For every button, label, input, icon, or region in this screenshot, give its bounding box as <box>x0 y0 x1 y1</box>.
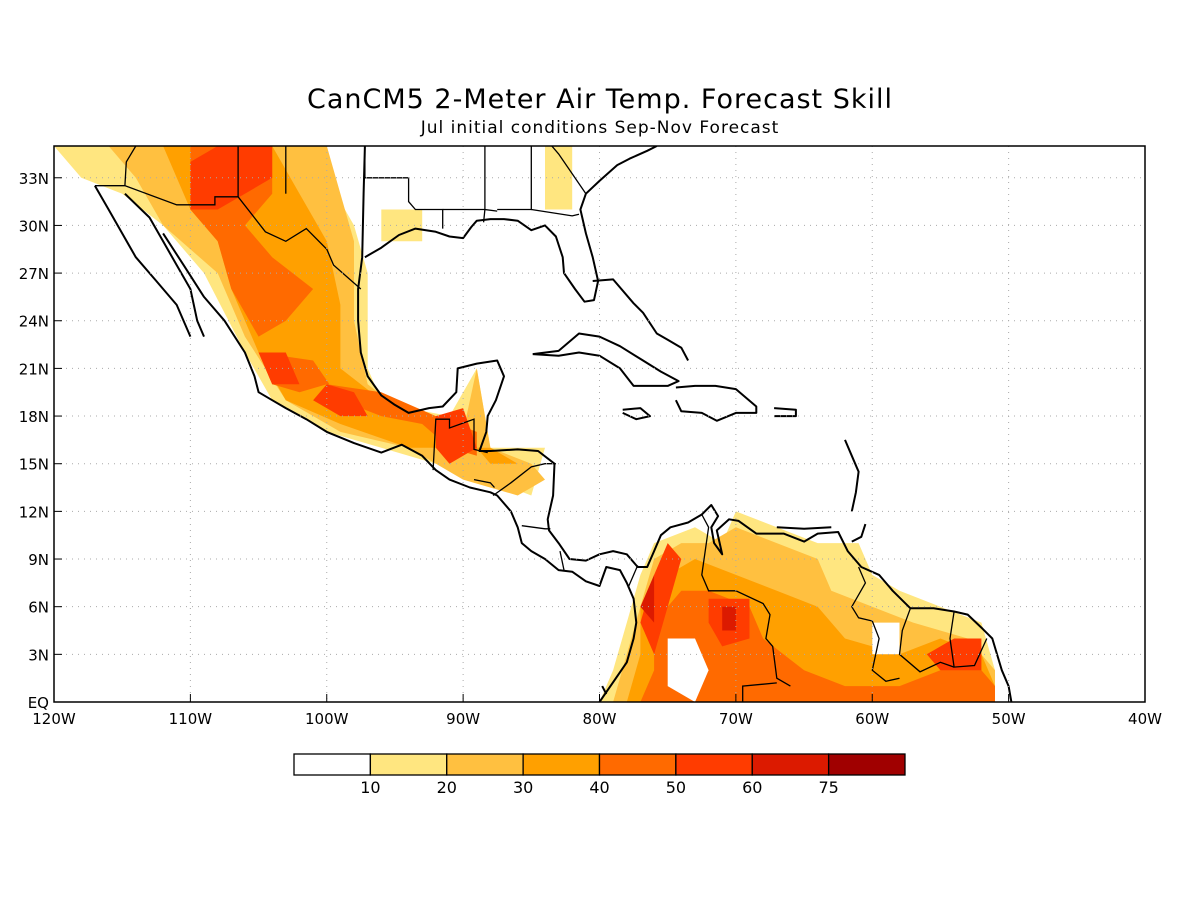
chart-title: CanCM5 2-Meter Air Temp. Forecast Skill <box>306 84 893 115</box>
coastline-3 <box>357 146 1013 702</box>
colorbar: 10 20 30 40 50 60 75 <box>293 753 906 797</box>
coastline-6 <box>675 384 758 422</box>
border-1 <box>432 418 488 471</box>
colorbar-label: 40 <box>589 778 609 797</box>
colorbar-box-4 <box>598 753 677 776</box>
lat-tick-label: 27N <box>19 265 49 283</box>
lat-tick-label: 30N <box>19 217 49 235</box>
coastline-0 <box>94 185 192 337</box>
colorbar-label: 50 <box>666 778 686 797</box>
lon-tick-label: 110W <box>169 710 213 728</box>
colorbar-box-0 <box>293 753 372 776</box>
skill-fill-layer <box>54 146 995 702</box>
border-0 <box>94 185 362 290</box>
lat-tick-label: 24N <box>19 313 49 331</box>
border-3 <box>492 463 556 497</box>
low-skill-area-0 <box>667 638 709 702</box>
lon-tick-label: 60W <box>855 710 889 728</box>
lon-tick-label: 80W <box>583 710 617 728</box>
colorbar-box-2 <box>446 753 524 776</box>
lon-tick-label: 40W <box>1128 710 1162 728</box>
border-5 <box>559 550 565 571</box>
chart-subtitle: Jul initial conditions Sep-Nov Forecast <box>420 118 780 138</box>
colorbar-label: 60 <box>742 778 762 797</box>
skill-region-15 <box>640 543 682 655</box>
border-15 <box>497 146 532 211</box>
border-6 <box>627 565 639 588</box>
lat-tick-label: 33N <box>19 170 49 188</box>
skill-region-1 <box>381 209 423 242</box>
lat-tick-label: 15N <box>19 456 49 474</box>
coastline-13 <box>592 278 689 361</box>
coastline-7 <box>622 407 651 421</box>
lat-tick-label: 18N <box>19 408 49 426</box>
border-10 <box>898 608 955 673</box>
skill-region-18 <box>640 574 655 623</box>
coastline-10 <box>776 526 832 530</box>
colorbar-label: 75 <box>818 778 838 797</box>
border-4 <box>521 525 551 530</box>
colorbar-box-1 <box>369 753 448 776</box>
lat-tick-label: 12N <box>19 503 49 521</box>
coastline-12 <box>601 685 608 695</box>
coastline-1 <box>124 192 205 337</box>
lat-tick-label: 3N <box>28 646 49 664</box>
colorbar-box-7 <box>827 753 906 776</box>
coastline-layer <box>94 146 1013 702</box>
low-skill-area-1 <box>872 622 900 655</box>
coastline-5 <box>532 332 680 387</box>
skill-region-4 <box>163 146 518 464</box>
skill-region-7 <box>190 146 273 210</box>
border-2 <box>473 478 495 488</box>
border-19 <box>124 146 137 186</box>
lon-tick-label: 50W <box>992 710 1026 728</box>
lat-tick-label: 21N <box>19 360 49 378</box>
border-11 <box>949 611 988 668</box>
axis-labels: 120W 110W 100W 90W 80W 70W 60W 50W 40W EQ 3N 6N 9N 12… <box>19 170 1162 728</box>
colorbar-box-3 <box>522 753 601 776</box>
colorbar-label: 30 <box>513 778 533 797</box>
border-16 <box>531 208 580 217</box>
coastline-11 <box>851 523 867 543</box>
lat-tick-label: 6N <box>28 599 49 617</box>
lat-tick-label: 9N <box>28 551 49 569</box>
border-17 <box>551 146 587 195</box>
lon-tick-label: 100W <box>305 710 349 728</box>
colorbar-label: 10 <box>360 778 380 797</box>
border-8 <box>742 682 777 702</box>
lon-tick-label: 70W <box>719 710 753 728</box>
lat-tick-label: EQ <box>28 694 49 712</box>
colorbar-label: 20 <box>437 778 457 797</box>
skill-region-6 <box>258 352 477 456</box>
skill-region-19 <box>722 606 736 631</box>
colorbar-box-6 <box>751 753 830 776</box>
coastline-2 <box>162 232 638 702</box>
lon-tick-label: 120W <box>32 710 76 728</box>
coastline-4 <box>364 146 658 303</box>
colorbar-box-5 <box>675 753 753 776</box>
lon-tick-label: 90W <box>446 710 480 728</box>
coastline-8 <box>774 407 797 418</box>
border-14 <box>484 146 498 212</box>
border-7 <box>701 514 791 687</box>
coastline-9 <box>844 439 860 512</box>
skill-region-8 <box>258 352 300 385</box>
